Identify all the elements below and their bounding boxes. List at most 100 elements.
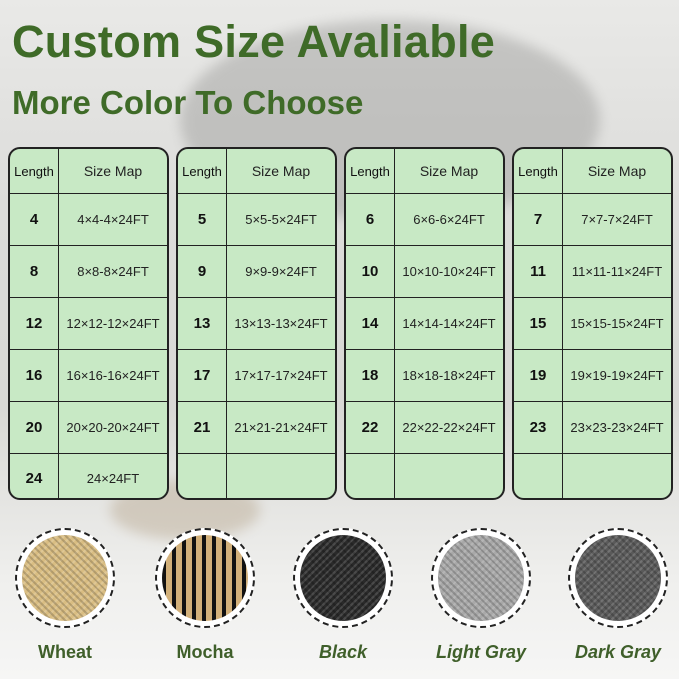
table-row: 9 9×9-9×24FT — [178, 246, 335, 298]
header-size-map: Size Map — [587, 163, 647, 179]
size-map-cell: 24×24FT — [86, 471, 140, 486]
length-cell: 9 — [178, 246, 227, 297]
color-swatch-light-gray — [431, 528, 531, 628]
length-cell: 19 — [514, 350, 563, 401]
table-row: 21 21×21-21×24FT — [178, 402, 335, 454]
size-map-cell — [395, 454, 503, 498]
size-map-cell — [563, 454, 671, 498]
size-table: Length Size Map 6 6×6-6×24FT 10 10×10-10×24FT… — [344, 147, 505, 500]
size-map-cell: 23×23-23×24FT — [570, 420, 664, 435]
size-map-cell — [227, 454, 335, 498]
length-cell: 22 — [346, 402, 395, 453]
size-table: Length Size Map 4 4×4-4×24FT 8 8×8-8×24FT 12 12… — [8, 147, 169, 500]
table-header-row: Length Size Map — [178, 149, 335, 194]
table-row: 11 11×11-11×24FT — [514, 246, 671, 298]
size-map-cell: 14×14-14×24FT — [402, 316, 496, 331]
length-cell — [178, 454, 227, 498]
header-size-map: Size Map — [419, 163, 479, 179]
size-map-cell: 9×9-9×24FT — [245, 264, 317, 279]
size-map-cell: 8×8-8×24FT — [77, 264, 149, 279]
table-row: 7 7×7-7×24FT — [514, 194, 671, 246]
color-label: Light Gray — [435, 642, 526, 662]
color-label: Dark Gray — [574, 642, 662, 662]
length-cell: 13 — [178, 298, 227, 349]
length-cell — [346, 454, 395, 498]
table-row: 19 19×19-19×24FT — [514, 350, 671, 402]
length-cell: 21 — [178, 402, 227, 453]
table-row: 23 23×23-23×24FT — [514, 402, 671, 454]
color-swatch-dark-gray — [568, 528, 668, 628]
table-row — [514, 454, 671, 498]
size-map-cell: 21×21-21×24FT — [234, 420, 328, 435]
size-map-cell: 20×20-20×24FT — [66, 420, 160, 435]
size-table: Length Size Map 7 7×7-7×24FT 11 11×11-11×24FT… — [512, 147, 673, 500]
length-cell — [514, 454, 563, 498]
length-cell: 16 — [10, 350, 59, 401]
color-swatch-mocha — [155, 528, 255, 628]
table-row: 10 10×10-10×24FT — [346, 246, 503, 298]
color-swatch-wheat — [15, 528, 115, 628]
length-cell: 23 — [514, 402, 563, 453]
length-cell: 4 — [10, 194, 59, 245]
length-cell: 10 — [346, 246, 395, 297]
table-row: 15 15×15-15×24FT — [514, 298, 671, 350]
header-length: Length — [346, 149, 395, 193]
table-row: 6 6×6-6×24FT — [346, 194, 503, 246]
header-length: Length — [10, 149, 59, 193]
size-map-cell: 22×22-22×24FT — [402, 420, 496, 435]
header-length: Length — [514, 149, 563, 193]
size-map-cell: 13×13-13×24FT — [234, 316, 328, 331]
size-map-cell: 16×16-16×24FT — [66, 368, 160, 383]
length-cell: 24 — [10, 454, 59, 498]
color-label: Wheat — [38, 642, 92, 662]
length-cell: 17 — [178, 350, 227, 401]
page-title: Custom Size Avaliable — [12, 16, 496, 67]
size-table: Length Size Map 5 5×5-5×24FT 9 9×9-9×24FT 13 13… — [176, 147, 337, 500]
table-row: 22 22×22-22×24FT — [346, 402, 503, 454]
table-row: 14 14×14-14×24FT — [346, 298, 503, 350]
length-cell: 14 — [346, 298, 395, 349]
header-size-map: Size Map — [251, 163, 311, 179]
length-cell: 6 — [346, 194, 395, 245]
swatch-fabric — [22, 535, 108, 621]
length-cell: 7 — [514, 194, 563, 245]
table-row: 17 17×17-17×24FT — [178, 350, 335, 402]
color-label: Black — [318, 642, 368, 662]
table-row: 20 20×20-20×24FT — [10, 402, 167, 454]
length-cell: 18 — [346, 350, 395, 401]
table-row: 8 8×8-8×24FT — [10, 246, 167, 298]
swatch-fabric — [438, 535, 524, 621]
table-row: 24 24×24FT — [10, 454, 167, 498]
size-map-cell: 4×4-4×24FT — [77, 212, 149, 227]
size-map-cell: 11×11-11×24FT — [571, 264, 663, 279]
size-map-cell: 5×5-5×24FT — [245, 212, 317, 227]
table-row: 16 16×16-16×24FT — [10, 350, 167, 402]
length-cell: 11 — [514, 246, 563, 297]
size-map-cell: 17×17-17×24FT — [234, 368, 328, 383]
swatch-fabric — [300, 535, 386, 621]
length-cell: 12 — [10, 298, 59, 349]
table-header-row: Length Size Map — [10, 149, 167, 194]
size-map-cell: 15×15-15×24FT — [570, 316, 664, 331]
header-size-map: Size Map — [83, 163, 143, 179]
size-map-cell: 7×7-7×24FT — [581, 212, 653, 227]
length-cell: 20 — [10, 402, 59, 453]
size-map-cell: 10×10-10×24FT — [402, 264, 496, 279]
table-row: 4 4×4-4×24FT — [10, 194, 167, 246]
swatch-fabric — [575, 535, 661, 621]
size-map-cell: 18×18-18×24FT — [402, 368, 496, 383]
table-header-row: Length Size Map — [346, 149, 503, 194]
color-swatch-black — [293, 528, 393, 628]
size-map-cell: 19×19-19×24FT — [570, 368, 664, 383]
table-row: 5 5×5-5×24FT — [178, 194, 335, 246]
length-cell: 8 — [10, 246, 59, 297]
color-label: Mocha — [176, 642, 234, 662]
length-cell: 15 — [514, 298, 563, 349]
header-length: Length — [178, 149, 227, 193]
table-row: 12 12×12-12×24FT — [10, 298, 167, 350]
table-row — [178, 454, 335, 498]
table-row — [346, 454, 503, 498]
table-header-row: Length Size Map — [514, 149, 671, 194]
size-map-cell: 6×6-6×24FT — [413, 212, 485, 227]
table-row: 13 13×13-13×24FT — [178, 298, 335, 350]
